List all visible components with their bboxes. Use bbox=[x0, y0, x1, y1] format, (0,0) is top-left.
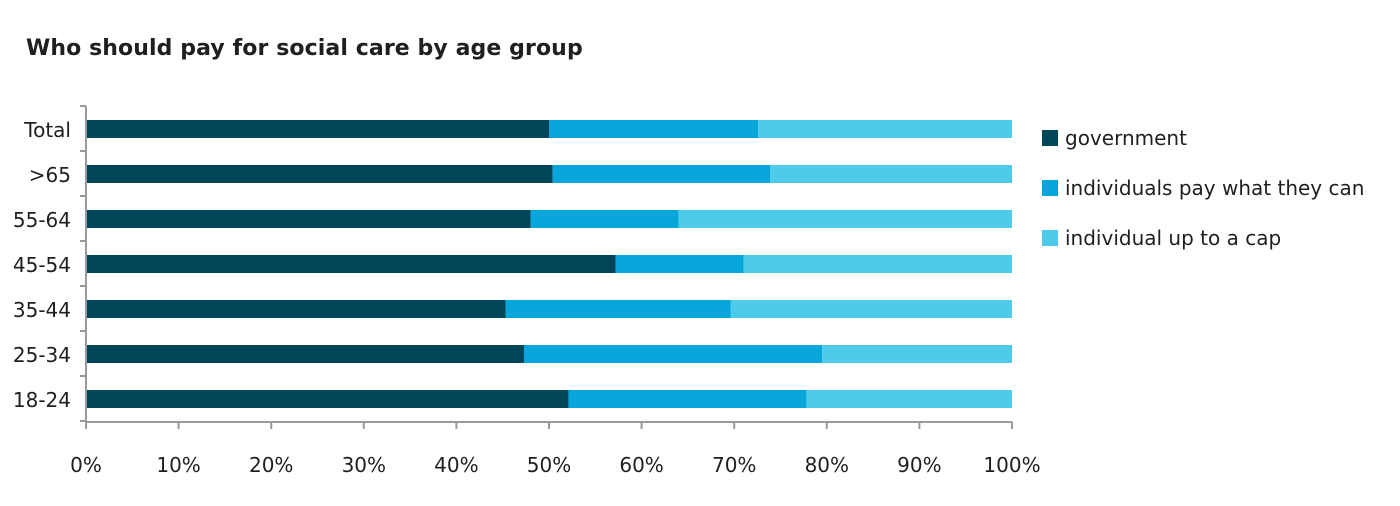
bar-segment bbox=[505, 300, 731, 318]
x-tick-label: 90% bbox=[897, 453, 941, 477]
bar-segment bbox=[86, 345, 524, 363]
legend-swatch-individuals-pay bbox=[1042, 180, 1058, 196]
bar-segment bbox=[568, 390, 807, 408]
y-tick-label: 35-44 bbox=[13, 298, 71, 322]
chart-legend: government individuals pay what they can… bbox=[1042, 113, 1364, 263]
bar-segment bbox=[822, 345, 1012, 363]
x-tick-label: 80% bbox=[805, 453, 849, 477]
bar-segment bbox=[523, 345, 823, 363]
y-tick-label: Total bbox=[23, 118, 71, 142]
x-tick-label: 70% bbox=[712, 453, 756, 477]
legend-label-individual-cap: individual up to a cap bbox=[1065, 226, 1282, 250]
y-tick-label: 25-34 bbox=[13, 343, 71, 367]
x-tick-label: 10% bbox=[156, 453, 200, 477]
chart-title: Who should pay for social care by age gr… bbox=[26, 36, 583, 61]
x-tick-label: 20% bbox=[249, 453, 293, 477]
bar-segment bbox=[86, 210, 531, 228]
x-tick-label: 100% bbox=[983, 453, 1040, 477]
bar-segment bbox=[86, 120, 549, 138]
legend-item-individual-cap: individual up to a cap bbox=[1042, 213, 1364, 263]
x-tick-label: 30% bbox=[342, 453, 386, 477]
x-tick-label: 60% bbox=[619, 453, 663, 477]
y-tick-label: 18-24 bbox=[13, 388, 71, 412]
legend-label-individuals-pay: individuals pay what they can bbox=[1065, 176, 1365, 200]
legend-swatch-government bbox=[1042, 130, 1058, 146]
bar-segment bbox=[86, 390, 569, 408]
x-tick-label: 40% bbox=[434, 453, 478, 477]
x-tick-label: 50% bbox=[527, 453, 571, 477]
bar-segment bbox=[743, 255, 1012, 273]
bar-segment bbox=[86, 300, 506, 318]
x-tick-label: 0% bbox=[70, 453, 102, 477]
legend-label-government: government bbox=[1065, 126, 1187, 150]
bar-segment bbox=[86, 165, 553, 183]
bar-segment bbox=[806, 390, 1012, 408]
y-tick-label: 45-54 bbox=[13, 253, 71, 277]
bar-segment bbox=[530, 210, 679, 228]
bar-segment bbox=[552, 165, 771, 183]
bar-segment bbox=[615, 255, 744, 273]
bar-segment bbox=[770, 165, 1012, 183]
bar-segment bbox=[678, 210, 1012, 228]
legend-item-individuals-pay: individuals pay what they can bbox=[1042, 163, 1364, 213]
legend-item-government: government bbox=[1042, 113, 1364, 163]
y-tick-label: >65 bbox=[29, 163, 71, 187]
bar-segment bbox=[758, 120, 1012, 138]
bar-segment bbox=[86, 255, 616, 273]
bar-segment bbox=[549, 120, 759, 138]
y-tick-label: 55-64 bbox=[13, 208, 71, 232]
legend-swatch-individual-cap bbox=[1042, 230, 1058, 246]
bar-segment bbox=[730, 300, 1012, 318]
